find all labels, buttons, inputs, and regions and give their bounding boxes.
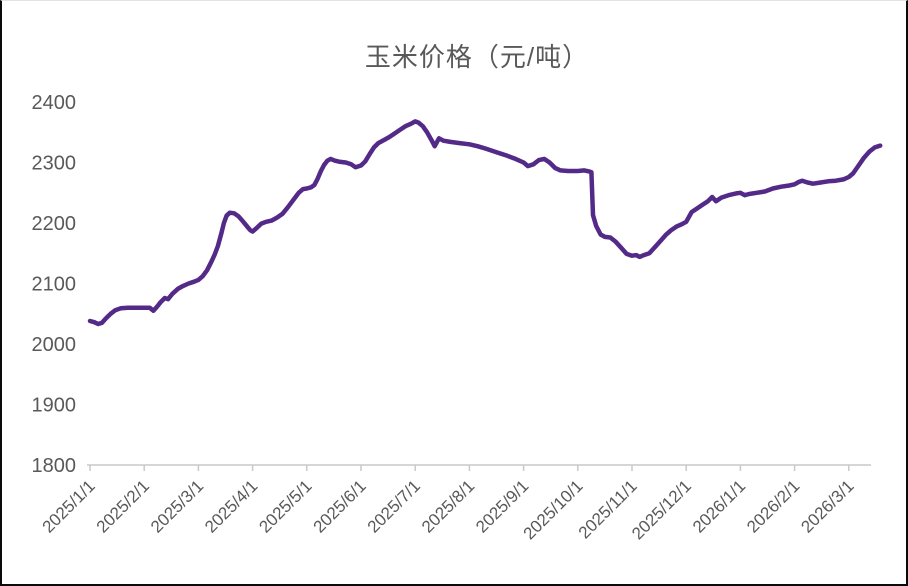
x-tick-label: 2025/3/1 [147, 476, 207, 536]
x-tick-label: 2025/8/1 [418, 476, 478, 536]
y-tick-label: 2400 [32, 92, 77, 114]
x-tick-label: 2026/3/1 [797, 476, 857, 536]
x-tick-label: 2025/4/1 [201, 476, 261, 536]
x-tick-label: 2025/5/1 [255, 476, 315, 536]
y-tick-label: 1800 [32, 455, 77, 477]
y-tick-label: 2300 [32, 153, 77, 175]
x-tick-label: 2026/1/1 [689, 476, 749, 536]
x-tick-label: 2025/12/1 [628, 476, 695, 543]
y-tick-label: 2200 [32, 213, 77, 235]
x-tick-label: 2025/6/1 [310, 476, 370, 536]
x-tick-label: 2026/2/1 [743, 476, 803, 536]
y-tick-label: 1900 [32, 395, 77, 417]
y-tick-label: 2000 [32, 334, 77, 356]
chart-title: 玉米价格（元/吨） [364, 42, 590, 72]
x-tick-label: 2025/10/1 [520, 476, 587, 543]
x-tick-label: 2025/7/1 [364, 476, 424, 536]
price-series-line [87, 119, 883, 327]
x-tick-label: 2025/2/1 [93, 476, 153, 536]
y-tick-label: 2100 [32, 274, 77, 296]
x-tick-label: 2025/1/1 [39, 476, 99, 536]
